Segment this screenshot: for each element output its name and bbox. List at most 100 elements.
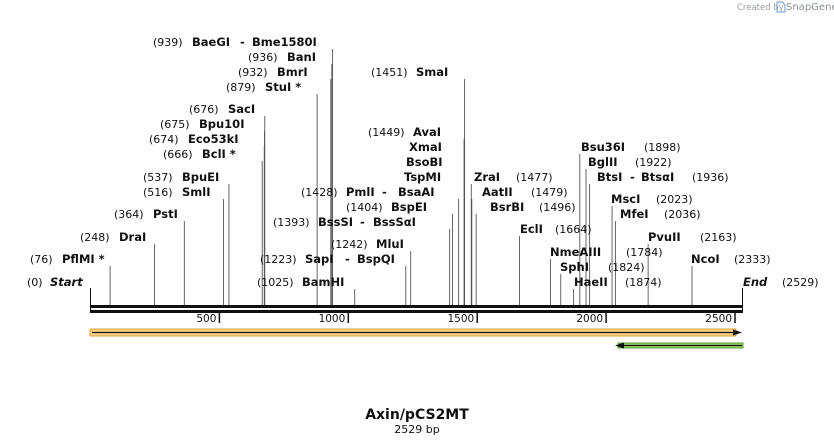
site-position: (2023) (656, 193, 693, 206)
enzyme-name: BanI (287, 50, 316, 64)
enzyme-name: BssSI (318, 215, 353, 229)
end-label: End (743, 275, 768, 289)
site-baegi[interactable]: (939) BaeGI - Bme1580I (153, 35, 317, 49)
plasmid-size: 2529 bp (394, 423, 439, 436)
site-aatii[interactable]: AatII (1479) (482, 185, 568, 199)
ruler-tick-label: 1000 (319, 313, 346, 325)
site-position: (537) (143, 171, 173, 184)
site-nmeaiii[interactable]: NmeAIII (1784) (550, 245, 663, 259)
site-tspmi[interactable]: TspMI (404, 170, 441, 184)
site-ncoi[interactable]: NcoI (2333) (691, 252, 771, 266)
site-bsrbi[interactable]: BsrBI (1496) (490, 200, 576, 214)
site-position: (675) (160, 118, 190, 131)
site-pvuii[interactable]: PvuII (2163) (648, 230, 737, 244)
site-eco53ki[interactable]: (674) Eco53kI (149, 132, 239, 146)
site-position: (1428) (301, 186, 338, 199)
site-position: (1477) (516, 171, 553, 184)
site-position: (1664) (555, 223, 592, 236)
enzyme-name: XmaI (409, 140, 442, 154)
site-ecli[interactable]: EclI (1664) (520, 222, 592, 236)
site-position: (1025) (257, 276, 294, 289)
enzyme-name: PmlI (346, 185, 375, 199)
site-btsi[interactable]: BtsI - BtsαI (1936) (597, 170, 729, 184)
site-xmai[interactable]: XmaI (409, 140, 442, 154)
enzyme-name: PflMI * (62, 252, 105, 266)
site-sphi[interactable]: SphI (1824) (560, 260, 645, 274)
end-label-group: End (2529) (743, 275, 819, 289)
site-sapi[interactable]: (1223) SapI - BspQI (260, 252, 395, 266)
site-mfei[interactable]: MfeI (2036) (620, 207, 701, 221)
enzyme-name: StuI * (265, 80, 301, 94)
site-position: (1496) (539, 201, 576, 214)
site-bsobi[interactable]: BsoBI (406, 155, 443, 169)
site-position: (674) (149, 133, 179, 146)
snapgene-logo-icon (776, 1, 786, 13)
site-pmli[interactable]: (1428) PmlI - BsaAI (301, 185, 435, 199)
site-saci[interactable]: (676) SacI (189, 102, 255, 116)
site-position: (2036) (664, 208, 701, 221)
site-zrai[interactable]: ZraI (1477) (474, 170, 553, 184)
site-smli[interactable]: (516) SmlI (143, 185, 211, 199)
site-bsssi[interactable]: (1393) BssSI - BssSαI (273, 215, 416, 229)
site-position: (1824) (608, 261, 645, 274)
site-smai[interactable]: (1451) SmaI (371, 65, 448, 79)
enzyme-name: PstI (153, 207, 178, 221)
site-bmri[interactable]: (932) BmrI (238, 65, 308, 79)
site-msci[interactable]: MscI (2023) (611, 192, 693, 206)
ruler-tick-label: 500 (196, 313, 216, 325)
site-stui[interactable]: (879) StuI * (226, 80, 301, 94)
site-bpuei[interactable]: (537) BpuEI (143, 170, 219, 184)
ruler: 500 1000 1500 2000 2500 (196, 313, 736, 325)
backbone-bottom-strand (90, 310, 743, 313)
site-position: (1404) (346, 201, 383, 214)
plasmid-name: Axin/pCS2MT (365, 407, 469, 423)
enzyme-name: EclI (520, 222, 543, 236)
enzyme-name: SmaI (416, 65, 448, 79)
enzyme-name: MfeI (620, 207, 649, 221)
site-labels: (939) BaeGI - Bme1580I (936) BanI (932) … (30, 35, 771, 289)
site-bglii[interactable]: BglII (1922) (588, 155, 672, 169)
site-bspei[interactable]: (1404) BspEI (346, 200, 427, 214)
forward-arrow-icon (733, 329, 742, 336)
site-bani[interactable]: (936) BanI (248, 50, 316, 64)
enzyme-name: SphI (560, 260, 589, 274)
enzyme-name: BclI * (202, 147, 236, 161)
site-psti[interactable]: (364) PstI (114, 207, 178, 221)
site-mlui[interactable]: (1242) MluI (331, 237, 404, 251)
end-position: (2529) (782, 276, 819, 289)
separator: - (240, 35, 245, 49)
enzyme-name: BamHI (302, 275, 344, 289)
enzyme-name: HaeII (574, 275, 608, 289)
green-feature[interactable] (615, 342, 744, 349)
site-position: (1242) (331, 238, 368, 251)
site-position: (1479) (531, 186, 568, 199)
site-avai[interactable]: (1449) AvaI (368, 125, 441, 139)
site-pflmi[interactable]: (76) PflMI * (30, 252, 105, 266)
enzyme-name: AvaI (413, 125, 441, 139)
site-position: (248) (80, 231, 110, 244)
site-position: (1449) (368, 126, 405, 139)
enzyme-name: BmrI (277, 65, 308, 79)
enzyme-name: Bsu36I (581, 140, 625, 154)
site-position: (879) (226, 81, 256, 94)
site-bsu36i[interactable]: Bsu36I (1898) (581, 140, 681, 154)
site-drai[interactable]: (248) DraI (80, 230, 146, 244)
start-label: Start (50, 275, 83, 289)
reverse-arrow-icon (615, 342, 624, 349)
site-bamhi[interactable]: (1025) BamHI (257, 275, 344, 289)
site-bcli[interactable]: (666) BclI * (163, 147, 236, 161)
site-lines (109, 49, 693, 305)
site-bpu10i[interactable]: (675) Bpu10I (160, 117, 244, 131)
start-label-group: (0) Start (27, 275, 83, 289)
enzyme-name: TspMI (404, 170, 441, 184)
site-position: (1874) (625, 276, 662, 289)
enzyme-name: Eco53kI (188, 132, 239, 146)
enzyme-name: BglII (588, 155, 618, 169)
site-position: (2333) (734, 253, 771, 266)
site-haeii[interactable]: HaeII (1874) (574, 275, 662, 289)
site-position: (364) (114, 208, 144, 221)
orange-feature[interactable] (89, 328, 742, 337)
enzyme-name: SacI (228, 102, 255, 116)
backbone-top-strand (90, 305, 743, 308)
